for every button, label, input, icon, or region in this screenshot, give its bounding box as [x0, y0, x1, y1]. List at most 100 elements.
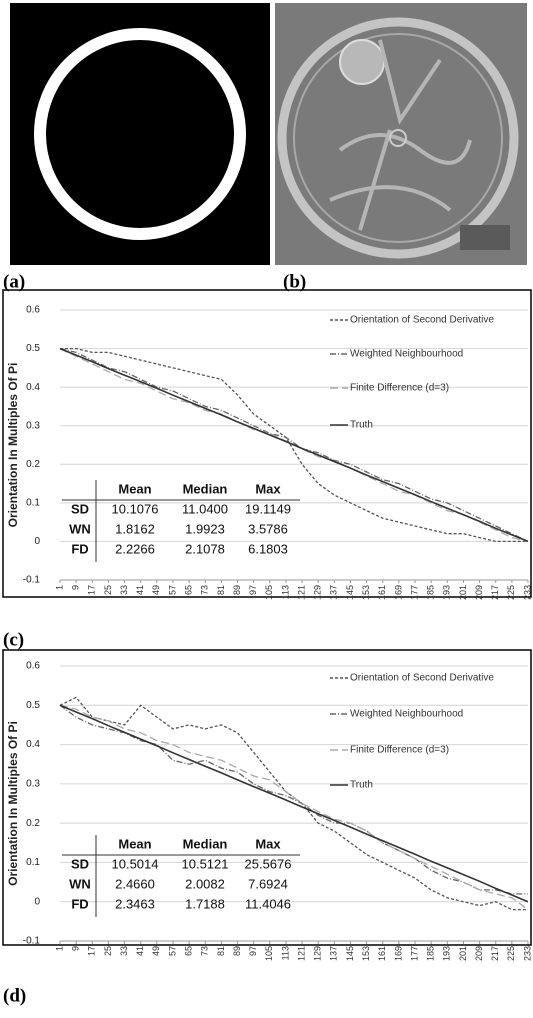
legend-label: Orientation of Second Derivative: [350, 673, 494, 684]
image-a: [10, 3, 270, 265]
series-line: [59, 704, 528, 895]
table-cell: 1.8162: [115, 521, 155, 536]
y-tick-label: 0.1: [26, 497, 40, 508]
x-tick-label: 81: [216, 946, 226, 956]
panel-label: (a): [3, 271, 25, 292]
legend-label: Truth: [350, 420, 373, 431]
legend-label: Finite Difference (d=3): [350, 745, 449, 756]
x-tick-label: 49: [151, 946, 161, 956]
x-tick-label: 97: [248, 585, 258, 595]
table-header: Mean: [118, 836, 151, 851]
table-cell: 2.4660: [115, 876, 155, 891]
y-tick-label: 0.6: [26, 661, 40, 672]
legend-label: Weighted Neighbourhood: [350, 709, 463, 720]
table-row-label: SD: [71, 501, 89, 516]
x-tick-label: 137: [329, 585, 339, 600]
x-tick-label: 33: [119, 946, 129, 956]
table-cell: 10.1076: [112, 501, 159, 516]
panel-label: (c): [3, 629, 24, 650]
y-axis-label: Orientation In Multiples Of Pi: [6, 721, 20, 886]
table-cell: 25.5676: [245, 856, 292, 871]
x-tick-label: 105: [264, 585, 274, 600]
panel-label: (d): [3, 985, 26, 1006]
table-header: Median: [183, 836, 228, 851]
x-tick-label: 185: [426, 585, 436, 600]
legend-label: Weighted Neighbourhood: [350, 349, 463, 360]
table-cell: 2.2266: [115, 541, 155, 556]
table-header: Max: [255, 481, 281, 496]
x-tick-label: 41: [135, 585, 145, 595]
x-tick-label: 193: [442, 946, 452, 961]
legend-label: Orientation of Second Derivative: [350, 315, 494, 326]
y-axis-label: Orientation In Multiples Of Pi: [6, 363, 20, 528]
x-tick-label: 169: [393, 585, 403, 600]
y-tick-label: 0: [34, 896, 40, 907]
table-cell: 11.4046: [245, 896, 291, 911]
table-row-label: FD: [71, 896, 88, 911]
x-tick-label: 33: [119, 585, 129, 595]
x-tick-label: 17: [87, 585, 97, 595]
table-cell: 6.1803: [248, 541, 288, 556]
series-line: [59, 704, 529, 911]
y-tick-label: -0.1: [23, 936, 41, 947]
x-tick-label: 121: [296, 585, 306, 600]
x-tick-label: 25: [103, 585, 113, 595]
x-tick-label: 65: [183, 946, 193, 956]
image-b: [275, 3, 527, 265]
table-cell: 3.5786: [248, 521, 288, 536]
table-row-label: FD: [71, 541, 88, 556]
x-tick-label: 153: [361, 585, 371, 600]
x-tick-label: 129: [313, 946, 323, 961]
x-tick-label: 25: [103, 946, 113, 956]
table-cell: 10.5121: [182, 856, 229, 871]
x-tick-label: 201: [458, 585, 468, 600]
x-tick-label: 201: [458, 946, 468, 961]
table-header: Max: [255, 836, 281, 851]
x-tick-label: 73: [200, 585, 210, 595]
x-tick-label: 225: [506, 585, 516, 600]
x-tick-label: 225: [506, 946, 516, 961]
table-cell: 7.6924: [248, 876, 288, 891]
table-cell: 11.0400: [182, 501, 228, 516]
x-tick-label: 193: [442, 585, 452, 600]
panel-label: (b): [283, 271, 306, 292]
x-tick-label: 9: [71, 585, 81, 590]
x-tick-label: 65: [183, 585, 193, 595]
x-tick-label: 49: [151, 585, 161, 595]
x-tick-label: 233: [522, 946, 532, 961]
y-tick-label: 0.1: [26, 857, 40, 868]
x-tick-label: 209: [474, 946, 484, 961]
chart-frame: [2, 649, 532, 946]
x-tick-label: 169: [393, 946, 403, 961]
y-tick-label: 0.2: [26, 459, 40, 470]
table-cell: 2.3463: [115, 896, 155, 911]
table-cell: 2.1078: [185, 541, 225, 556]
x-tick-label: 217: [490, 585, 500, 600]
table-header: Median: [183, 481, 228, 496]
x-tick-label: 153: [361, 946, 371, 961]
x-tick-label: 9: [71, 946, 81, 951]
x-tick-label: 137: [329, 946, 339, 961]
y-tick-label: 0.6: [26, 305, 40, 316]
x-tick-label: 185: [426, 946, 436, 961]
x-tick-label: 113: [280, 946, 290, 960]
chart-frame: [2, 289, 532, 598]
table-row-label: WN: [69, 521, 91, 536]
x-tick-label: 1: [54, 946, 64, 951]
table-cell: 10.5014: [112, 856, 159, 871]
series-line: [60, 347, 528, 543]
legend-label: Finite Difference (d=3): [350, 383, 449, 394]
table-cell: 1.7188: [185, 896, 225, 911]
x-tick-label: 89: [232, 585, 242, 595]
x-tick-label: 81: [216, 585, 226, 595]
x-tick-label: 121: [296, 946, 306, 961]
y-tick-label: 0.5: [26, 700, 40, 711]
series-line: [59, 704, 529, 903]
x-tick-label: 57: [167, 946, 177, 956]
x-tick-label: 57: [167, 585, 177, 595]
y-tick-label: 0.4: [26, 382, 40, 393]
x-tick-label: 129: [313, 585, 323, 600]
series-line: [59, 347, 529, 542]
